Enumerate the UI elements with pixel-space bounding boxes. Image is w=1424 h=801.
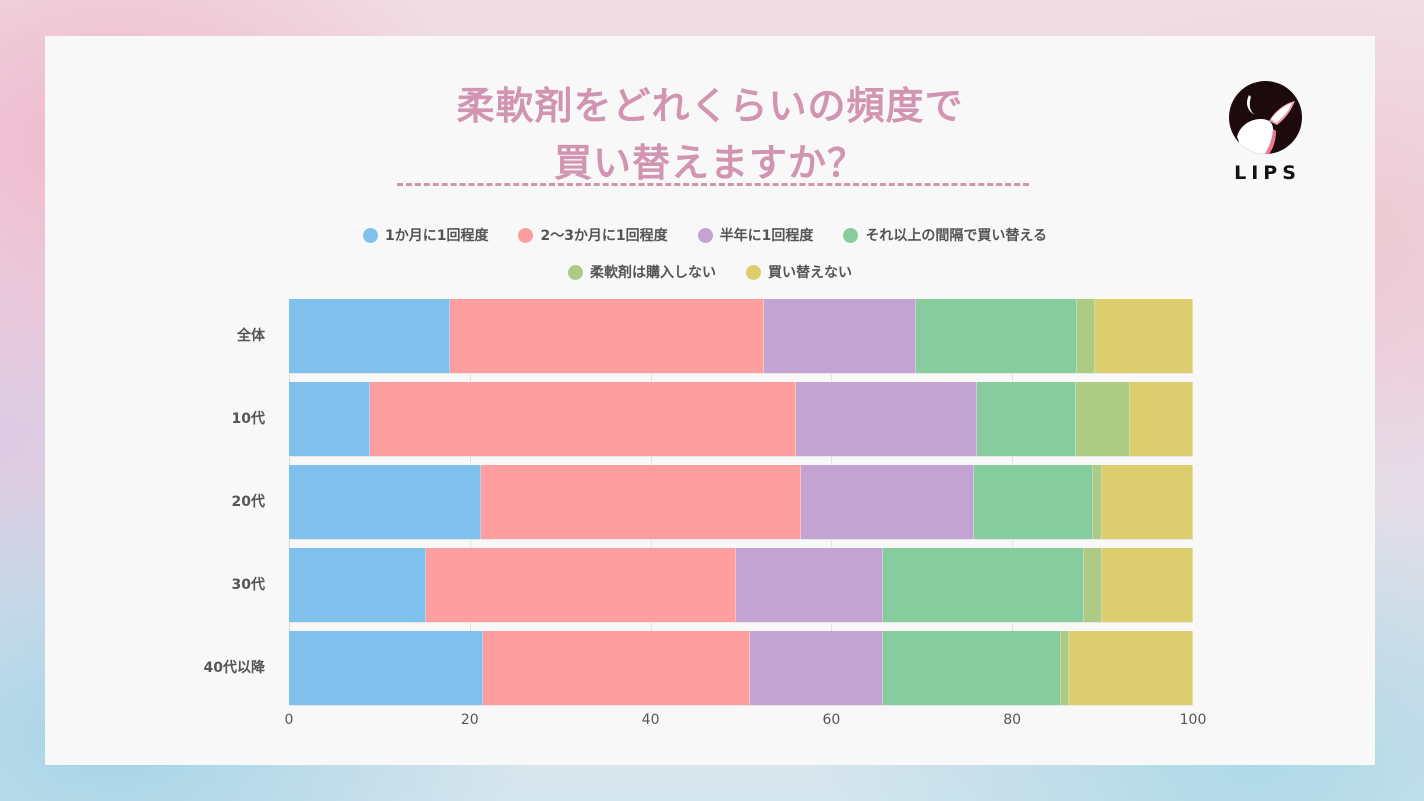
legend-item-longer-interval[interactable]: それ以上の間隔で買い替える bbox=[843, 225, 1047, 245]
chart-title: 柔軟剤をどれくらいの頻度で 買い替えますか？ bbox=[0, 78, 1420, 192]
legend-dot-icon bbox=[697, 227, 713, 243]
bar-segment[interactable] bbox=[1069, 631, 1193, 705]
deer-icon bbox=[1228, 81, 1302, 154]
bar-segment[interactable] bbox=[916, 299, 1078, 373]
bar-segment[interactable] bbox=[750, 631, 883, 705]
bar-segment[interactable] bbox=[289, 548, 427, 622]
bar-row bbox=[289, 382, 1193, 457]
bar-segment[interactable] bbox=[736, 548, 883, 622]
bar-segment[interactable] bbox=[1076, 382, 1130, 456]
bar-segment[interactable] bbox=[449, 299, 764, 373]
legend-row-2: 柔軟剤は購入しない 買い替えない bbox=[45, 262, 1375, 282]
legend-item-never-replace[interactable]: 買い替えない bbox=[746, 262, 852, 282]
x-tick: 0 bbox=[284, 712, 294, 728]
bar-segment[interactable] bbox=[370, 382, 797, 456]
bar-segment[interactable] bbox=[480, 465, 801, 539]
category-label: 20代 bbox=[231, 494, 265, 510]
bar-segment[interactable] bbox=[289, 631, 484, 705]
legend-item-2-3-months[interactable]: 2〜3か月に1回程度 bbox=[518, 225, 668, 245]
legend-dot-icon bbox=[746, 264, 761, 280]
x-tick: 40 bbox=[641, 712, 660, 728]
bar-segment[interactable] bbox=[1095, 299, 1193, 373]
bar-row bbox=[289, 631, 1193, 706]
bar-segment[interactable] bbox=[1083, 548, 1102, 622]
x-tick: 80 bbox=[1003, 712, 1022, 728]
bar-segment[interactable] bbox=[976, 382, 1077, 456]
category-label: 40代以降 bbox=[203, 660, 265, 676]
x-tick: 100 bbox=[1179, 712, 1207, 728]
bar-segment[interactable] bbox=[483, 631, 751, 705]
bar-segment[interactable] bbox=[882, 631, 1061, 705]
legend-label: 買い替えない bbox=[768, 265, 852, 281]
bar-segment[interactable] bbox=[1101, 548, 1193, 622]
bar-segment[interactable] bbox=[1101, 465, 1193, 539]
lips-logo: LIPS bbox=[1228, 81, 1302, 184]
legend-label: それ以上の間隔で買い替える bbox=[865, 228, 1048, 244]
bar-segment[interactable] bbox=[1092, 465, 1102, 539]
legend-dot-icon bbox=[843, 227, 859, 243]
bar-segment[interactable] bbox=[800, 465, 975, 539]
title-line-2: 買い替えますか？ bbox=[553, 141, 866, 185]
bar-segment[interactable] bbox=[882, 548, 1084, 622]
bar-segment[interactable] bbox=[289, 382, 371, 456]
legend-label: 1か月に1回程度 bbox=[384, 228, 489, 244]
legend-label: 柔軟剤は購入しない bbox=[590, 265, 716, 281]
legend-item-not-purchased[interactable]: 柔軟剤は購入しない bbox=[568, 262, 716, 282]
bar-row bbox=[289, 465, 1193, 540]
logo-text: LIPS bbox=[1234, 162, 1301, 184]
legend-row-1: 1か月に1回程度 2〜3か月に1回程度 半年に1回程度 それ以上の間隔で買い替え… bbox=[40, 225, 1370, 245]
bar-row bbox=[289, 548, 1193, 623]
bar-segment[interactable] bbox=[426, 548, 737, 622]
bar-segment[interactable] bbox=[289, 299, 450, 373]
bar-segment[interactable] bbox=[289, 465, 481, 539]
legend-label: 2〜3か月に1回程度 bbox=[540, 228, 668, 244]
legend-item-monthly[interactable]: 1か月に1回程度 bbox=[362, 225, 489, 245]
title-line-1: 柔軟剤をどれくらいの頻度で bbox=[456, 84, 964, 128]
legend-dot-icon bbox=[568, 264, 583, 280]
legend-label: 半年に1回程度 bbox=[719, 228, 814, 244]
chart-card: 柔軟剤をどれくらいの頻度で 買い替えますか？ LIPS 1か月に1回程度 2〜3… bbox=[45, 36, 1375, 765]
x-tick: 60 bbox=[822, 712, 841, 728]
bar-segment[interactable] bbox=[763, 299, 917, 373]
category-label: 30代 bbox=[231, 577, 265, 593]
title-divider bbox=[397, 183, 1029, 186]
bar-segment[interactable] bbox=[1129, 382, 1193, 456]
bar-row bbox=[289, 299, 1193, 374]
legend-dot-icon bbox=[518, 227, 534, 243]
x-tick: 20 bbox=[460, 712, 479, 728]
bar-segment[interactable] bbox=[796, 382, 977, 456]
bar-segment[interactable] bbox=[974, 465, 1093, 539]
bar-segment[interactable] bbox=[1077, 299, 1096, 373]
legend-dot-icon bbox=[362, 227, 378, 243]
bar-segment[interactable] bbox=[1060, 631, 1070, 705]
legend-item-half-year[interactable]: 半年に1回程度 bbox=[697, 225, 814, 245]
category-label: 10代 bbox=[231, 411, 265, 427]
category-label: 全体 bbox=[237, 328, 265, 344]
plot-area bbox=[289, 299, 1193, 706]
